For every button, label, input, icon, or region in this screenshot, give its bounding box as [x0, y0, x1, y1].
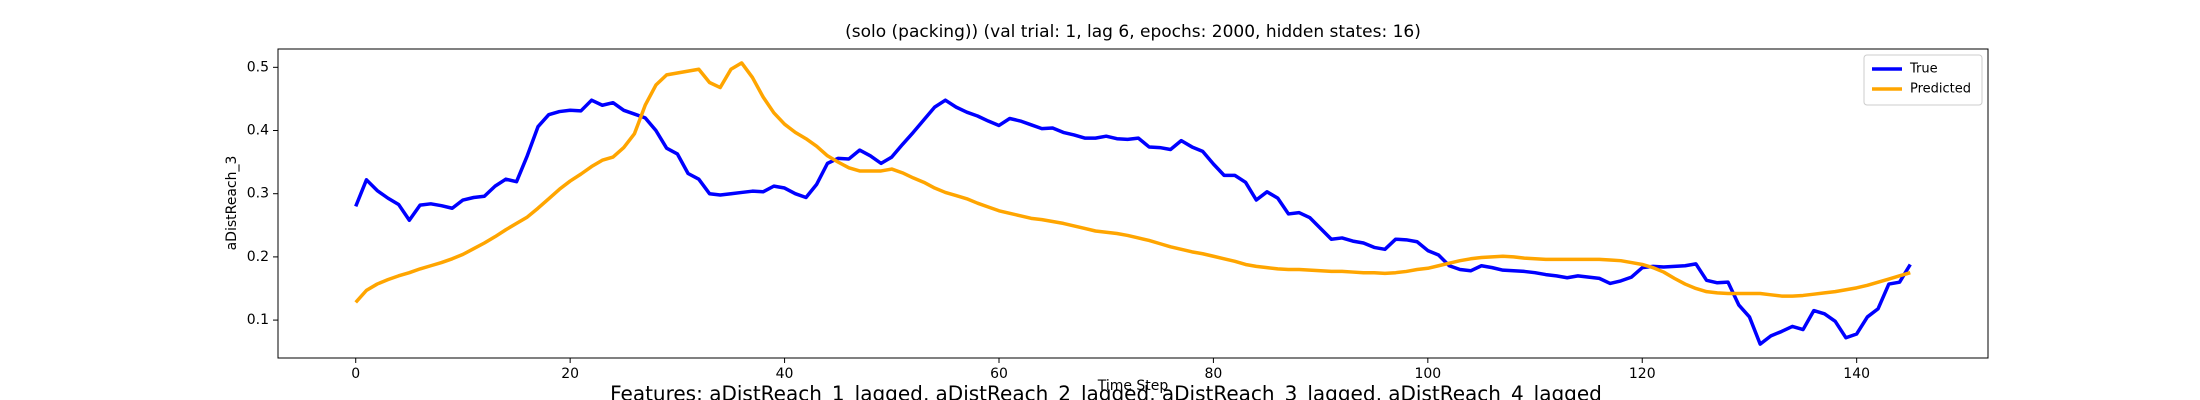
- x-tick-label: 140: [1843, 366, 1870, 382]
- y-tick-label: 0.3: [247, 186, 269, 202]
- y-tick-label: 0.2: [247, 249, 269, 265]
- y-tick-label: 0.1: [247, 312, 269, 328]
- y-axis-label: aDistReach_3: [224, 156, 240, 251]
- y-tick-label: 0.5: [247, 59, 269, 75]
- x-tick-label: 80: [1204, 366, 1222, 382]
- legend-label: True: [1909, 62, 1938, 77]
- legend-label: Predicted: [1910, 82, 1971, 97]
- data-line: [354, 98, 1912, 346]
- x-tick-label: 100: [1414, 366, 1441, 382]
- y-tick-label: 0.4: [247, 123, 269, 139]
- x-tick-label: 20: [561, 366, 579, 382]
- x-tick-label: 60: [990, 366, 1008, 382]
- footer-text: Features: aDistReach_1_lagged, aDistReac…: [610, 382, 1602, 400]
- chart-title: (solo (packing)) (val trial: 1, lag 6, e…: [845, 22, 1421, 42]
- axes-frame: [277, 48, 1989, 359]
- x-tick-label: 40: [776, 366, 794, 382]
- x-axis-label: Time Step: [1097, 378, 1169, 394]
- data-line: [354, 61, 1911, 304]
- x-tick-label: 0: [351, 366, 360, 382]
- x-tick-label: 120: [1629, 366, 1656, 382]
